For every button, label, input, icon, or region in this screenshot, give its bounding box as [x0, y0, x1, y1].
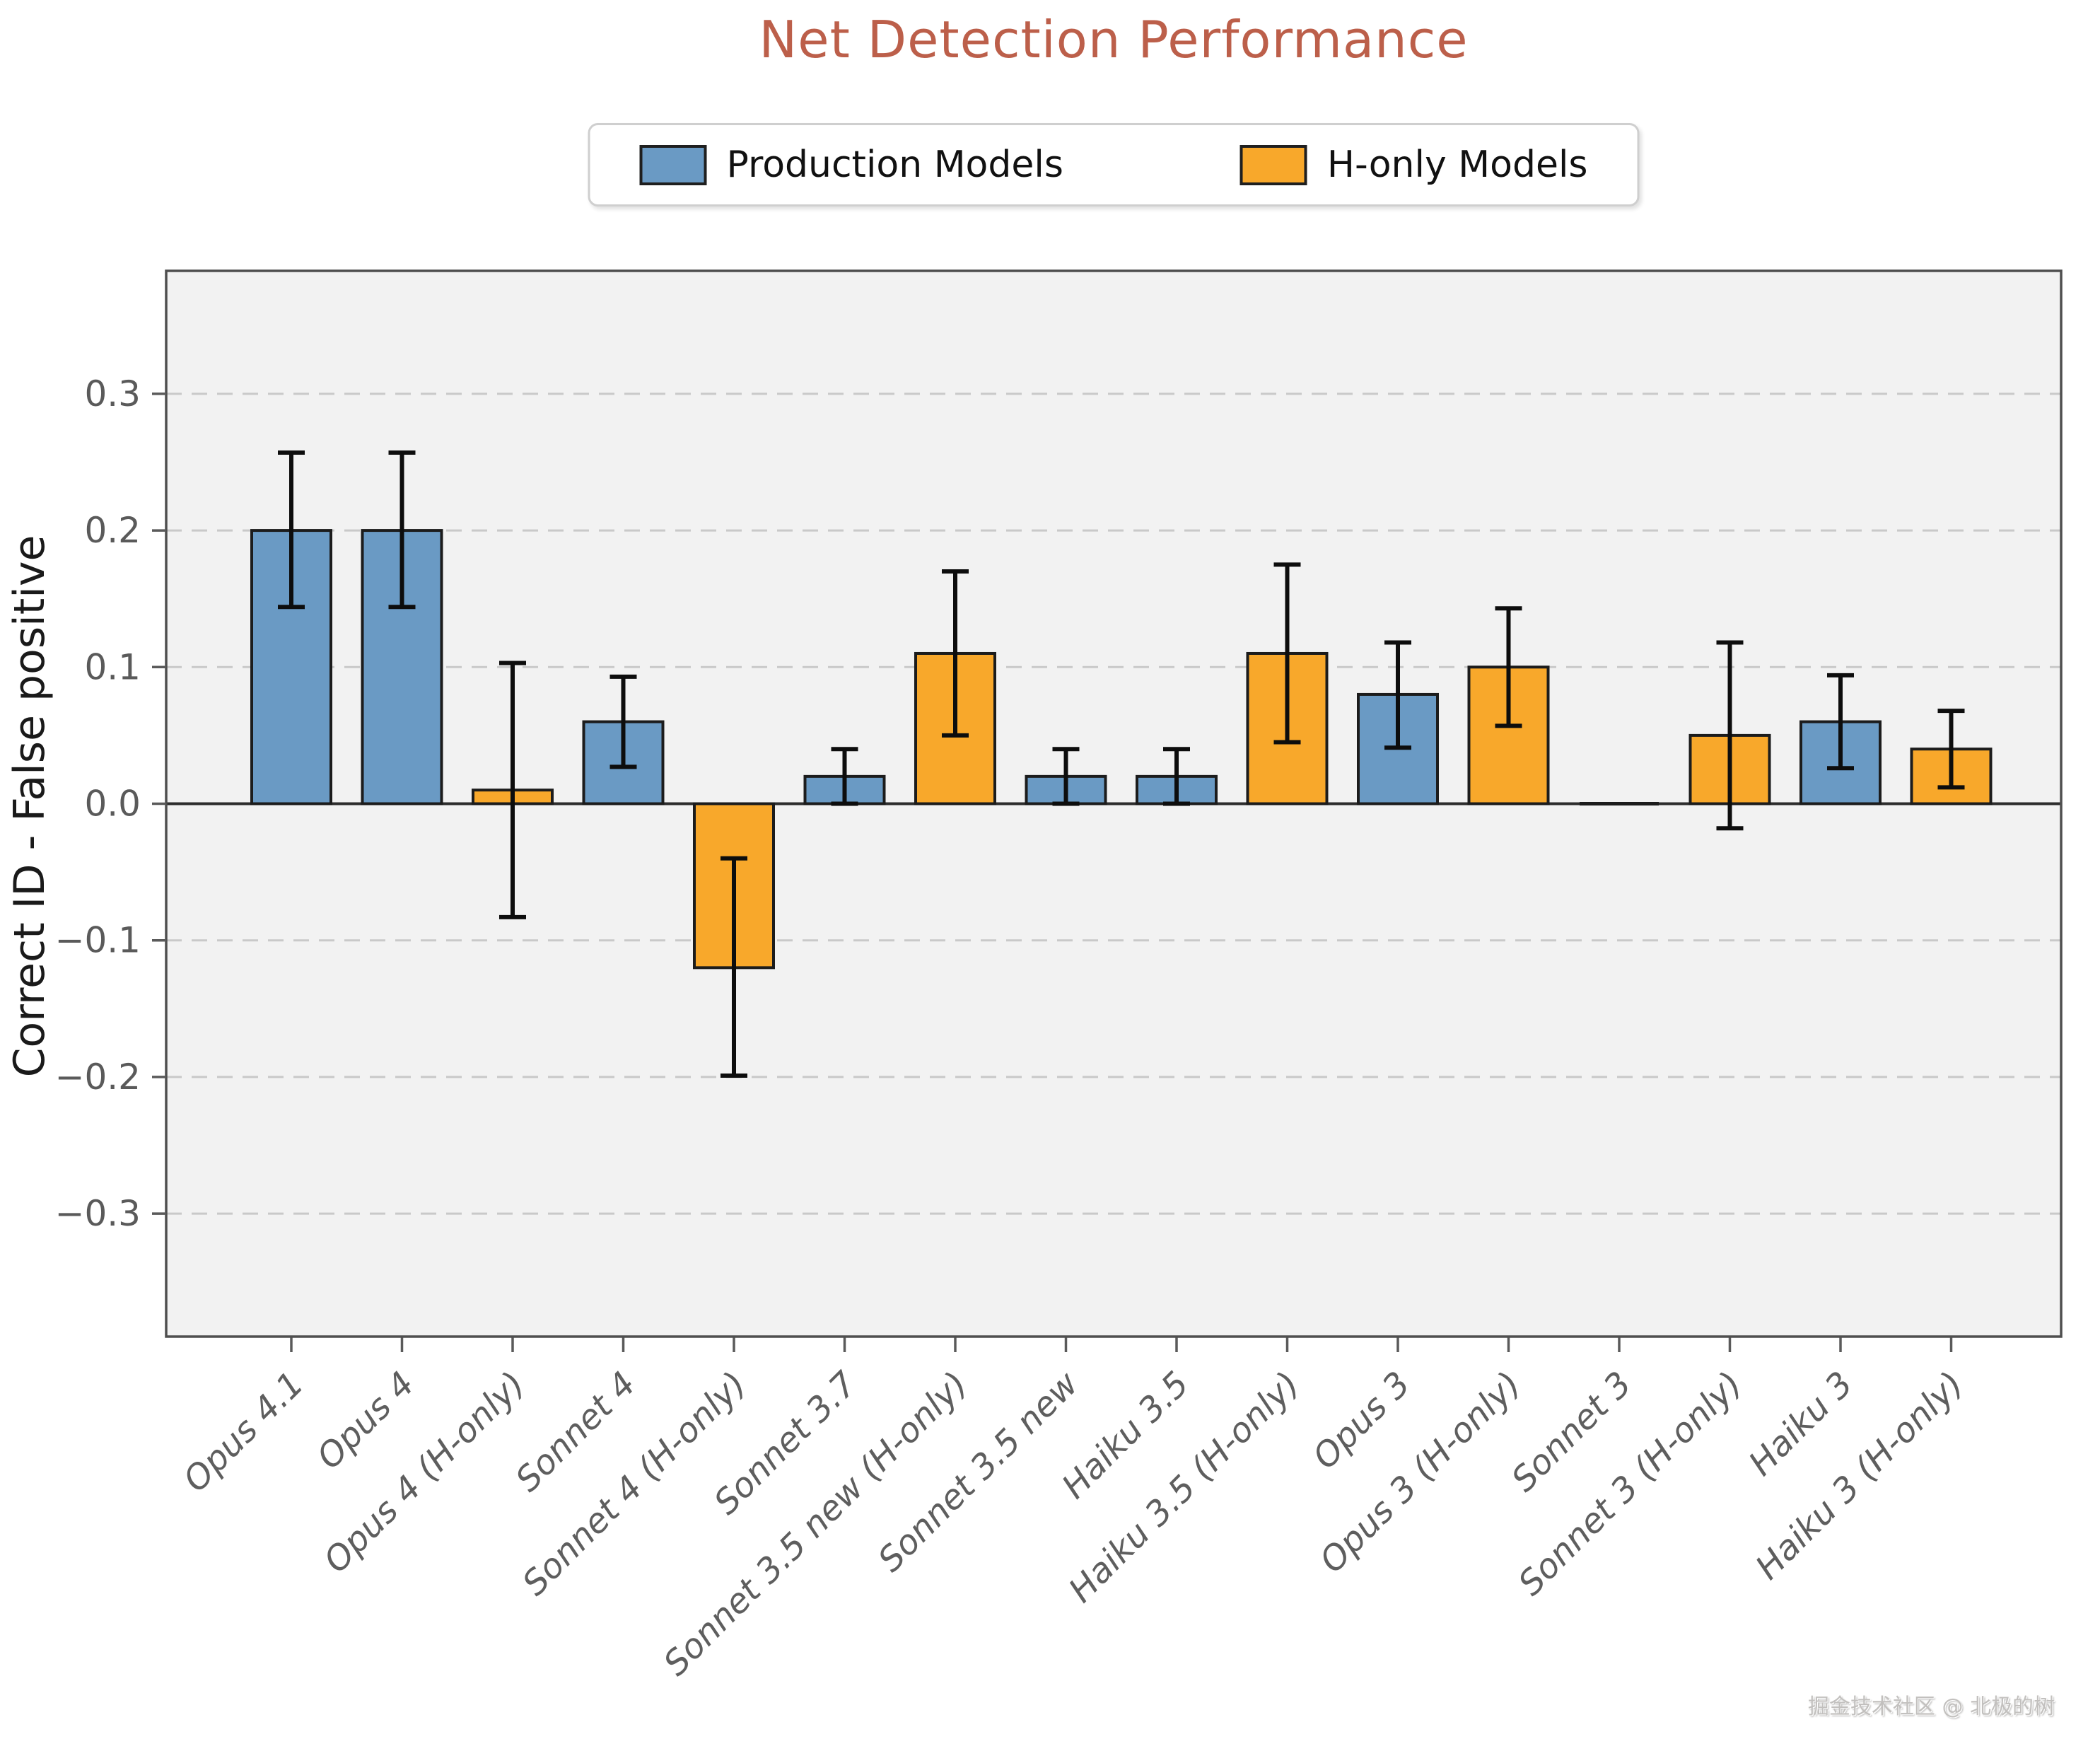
y-tick-label-−0.2: −0.2	[55, 1057, 141, 1098]
y-tick-label-0.1: 0.1	[84, 646, 141, 687]
y-tick-label-0.2: 0.2	[84, 510, 141, 551]
legend-label-h-only-models: H-only Models	[1326, 144, 1588, 186]
watermark: 掘金技术社区 @ 北极的树	[1807, 1694, 2055, 1719]
x-tick-label-sonnet-3.5-new: Sonnet 3.5 new	[870, 1363, 1086, 1579]
bar-opus-4	[361, 529, 443, 805]
legend-item-production-models: Production Models	[639, 144, 1063, 186]
legend-label-production-models: Production Models	[726, 144, 1063, 186]
y-axis-label: Correct ID - False positive	[5, 535, 54, 1078]
x-tick-label-haiku-3-h-only: Haiku 3 (H-only)	[1748, 1364, 1971, 1588]
x-tick-label-opus-4.1: Opus 4.1	[176, 1364, 312, 1500]
y-tick-label-0.0: 0.0	[84, 784, 141, 825]
legend: Production Models H-only Models	[588, 123, 1640, 206]
y-tick-label-−0.1: −0.1	[55, 920, 141, 961]
x-tick-label-opus-4: Opus 4	[310, 1364, 422, 1477]
x-tick-label-opus-3: Opus 3	[1305, 1364, 1418, 1477]
page-title: Net Detection Performance	[759, 10, 1469, 69]
legend-swatch-h-only-models	[1239, 144, 1307, 185]
legend-swatch-production-models	[639, 144, 707, 185]
legend-item-h-only-models: H-only Models	[1239, 144, 1588, 186]
bar-sonnet-3	[1580, 802, 1659, 805]
x-tick-label-opus-3-h-only: Opus 3 (H-only)	[1312, 1364, 1529, 1581]
y-tick-label-−0.3: −0.3	[55, 1193, 141, 1234]
y-tick-label-0.3: 0.3	[84, 373, 141, 414]
x-tick-label-opus-4-h-only: Opus 4 (H-only)	[316, 1364, 532, 1581]
